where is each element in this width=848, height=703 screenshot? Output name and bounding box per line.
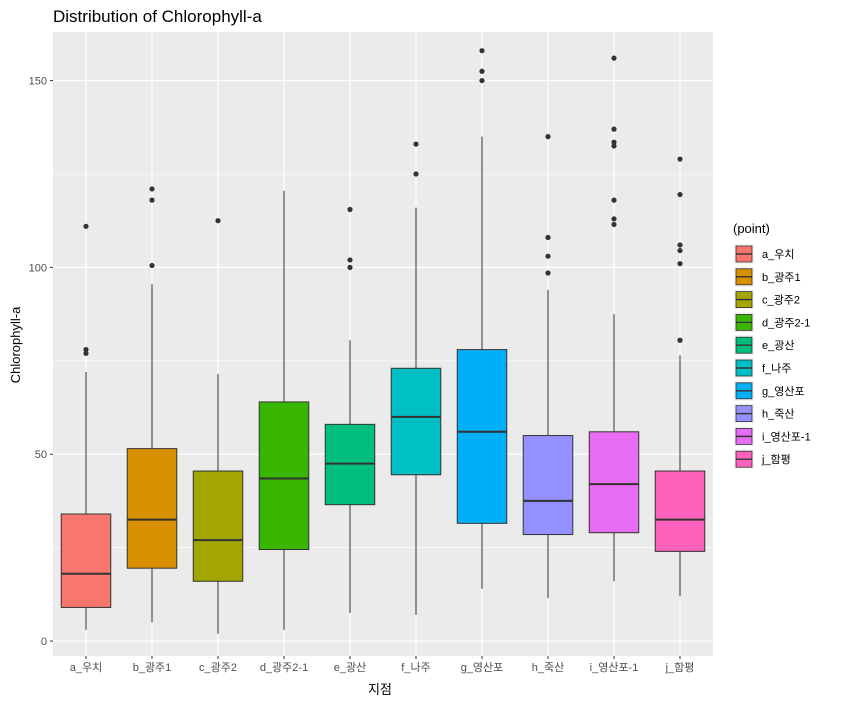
outlier-point	[677, 337, 683, 343]
x-tick-label: b_광주1	[133, 661, 172, 674]
boxplot-i_영산포-1	[588, 55, 640, 582]
box	[258, 401, 310, 551]
legend-label: c_광주2	[762, 294, 800, 307]
boxplot-b_광주1	[126, 186, 178, 623]
legend-label: b_광주1	[762, 271, 801, 284]
x-tick-label: d_광주2-1	[260, 661, 308, 674]
legend-item-e_광산: e_광산	[734, 335, 794, 356]
x-tick-label: g_영산포	[461, 661, 504, 674]
y-axis-title: Chlorophyll-a	[8, 306, 23, 383]
x-tick-label: f_나주	[401, 661, 430, 674]
box	[522, 435, 574, 536]
outlier-point	[479, 48, 485, 54]
x-tick-label: i_영산포-1	[590, 661, 639, 674]
outlier-point	[149, 186, 155, 192]
y-tick-label: 100	[29, 262, 47, 274]
outlier-point	[347, 257, 353, 263]
outlier-point	[413, 171, 419, 177]
box	[588, 431, 640, 534]
y-axis: 0 50 100 150	[29, 76, 53, 648]
outlier-point	[611, 216, 617, 222]
box	[60, 513, 112, 608]
outlier-point	[611, 139, 617, 145]
outlier-point	[677, 261, 683, 267]
boxplot-d_광주2-1	[258, 190, 310, 630]
outlier-point	[611, 55, 617, 61]
legend-label: f_나주	[762, 362, 791, 375]
x-tick-label: e_광산	[334, 661, 366, 674]
box	[192, 470, 244, 582]
y-tick-label: 50	[35, 449, 47, 461]
box	[126, 448, 178, 569]
outlier-point	[545, 253, 551, 259]
boxplot-f_나주	[390, 141, 442, 615]
outlier-point	[215, 218, 221, 224]
legend-item-d_광주2-1: d_광주2-1	[734, 312, 810, 333]
outlier-point	[545, 234, 551, 241]
legend-item-f_나주: f_나주	[734, 358, 791, 378]
x-axis-title: 지점	[368, 682, 392, 697]
legend-item-i_영산포-1: i_영산포-1	[734, 426, 811, 447]
outlier-point	[479, 68, 485, 74]
outlier-point	[677, 191, 683, 198]
outlier-point	[149, 197, 155, 203]
boxplots	[60, 48, 706, 634]
y-tick-label: 150	[29, 76, 47, 88]
legend-label: e_광산	[762, 339, 794, 352]
boxplot-e_광산	[324, 206, 376, 614]
boxplot-c_광주2	[192, 218, 244, 634]
legend-item-g_영산포: g_영산포	[734, 380, 805, 401]
boxplot-j_함평	[654, 156, 706, 597]
outlier-point	[479, 77, 485, 84]
outlier-point	[149, 262, 155, 269]
outlier-point	[677, 156, 683, 162]
legend-item-h_죽산: h_죽산	[734, 403, 794, 424]
legend-item-j_함평: j_함평	[734, 449, 791, 470]
boxplot-g_영산포	[456, 48, 508, 589]
outlier-point	[545, 134, 551, 140]
outlier-point	[611, 143, 617, 149]
boxplot-a_우치	[60, 223, 112, 630]
outlier-point	[83, 223, 89, 229]
outlier-point	[611, 126, 617, 132]
legend-label: d_광주2-1	[762, 316, 810, 329]
x-axis: a_우치 b_광주1 c_광주2 d_광주2-1 e_광산 f_나주 g_영산포 h_죽산 i_…	[70, 656, 695, 674]
x-tick-label: a_우치	[70, 661, 102, 674]
legend-label: j_함평	[761, 453, 791, 466]
outlier-point	[413, 141, 419, 147]
legend-label: g_영산포	[762, 385, 805, 398]
box	[654, 470, 706, 552]
outlier-point	[611, 221, 617, 228]
legend-label: h_죽산	[762, 408, 794, 421]
legend-item-c_광주2: c_광주2	[734, 289, 800, 310]
legend-items: a_우치 b_광주1 c_광주2 d_광주2-1 e_광산 f_나주 g_영산포 h_죽산 i_…	[734, 244, 811, 470]
legend: (point) a_우치 b_광주1 c_광주2 d_광주2-1 e_광산 f_나주 g_영…	[733, 221, 811, 470]
box	[390, 367, 442, 476]
legend-item-b_광주1: b_광주1	[734, 266, 801, 287]
boxplot-h_죽산	[522, 134, 574, 599]
box	[456, 349, 508, 524]
y-tick-label: 0	[41, 636, 47, 648]
outlier-point	[611, 197, 617, 203]
outlier-point	[677, 247, 683, 254]
outlier-point	[347, 206, 353, 213]
chart-title: Distribution of Chlorophyll-a	[53, 7, 262, 26]
outlier-point	[545, 270, 551, 276]
x-tick-label: c_광주2	[199, 661, 237, 674]
x-tick-label: j_함평	[665, 661, 695, 674]
legend-label: a_우치	[762, 248, 794, 261]
legend-title: (point)	[733, 221, 770, 236]
outlier-point	[83, 347, 89, 353]
outlier-point	[677, 242, 683, 248]
outlier-point	[83, 350, 89, 356]
x-tick-label: h_죽산	[532, 661, 564, 674]
legend-label: i_영산포-1	[762, 430, 811, 443]
legend-item-a_우치: a_우치	[734, 244, 794, 264]
outlier-point	[347, 264, 353, 271]
